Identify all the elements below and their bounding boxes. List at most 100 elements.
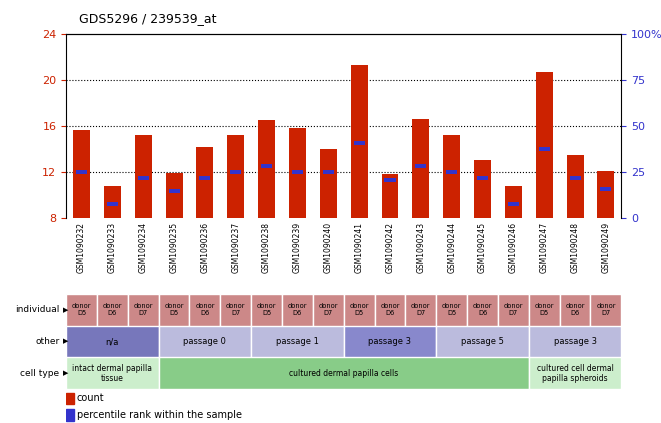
Bar — [474, 160, 491, 218]
Text: donor
D7: donor D7 — [596, 303, 615, 316]
Text: GSM1090235: GSM1090235 — [170, 222, 178, 273]
Bar — [196, 146, 214, 218]
Text: donor
D6: donor D6 — [102, 303, 122, 316]
Bar — [505, 186, 522, 218]
Text: passage 1: passage 1 — [276, 337, 319, 346]
Bar — [135, 135, 152, 218]
Bar — [169, 190, 180, 193]
Text: GSM1090243: GSM1090243 — [416, 222, 425, 273]
Bar — [320, 149, 336, 218]
Text: donor
D7: donor D7 — [319, 303, 338, 316]
Bar — [159, 326, 251, 357]
Bar — [66, 357, 159, 389]
Bar — [76, 170, 87, 174]
Bar — [258, 120, 275, 218]
Bar — [66, 294, 97, 326]
Text: GSM1090239: GSM1090239 — [293, 222, 302, 273]
Text: GSM1090234: GSM1090234 — [139, 222, 147, 273]
Bar — [230, 170, 241, 174]
Bar — [227, 135, 244, 218]
Text: GSM1090236: GSM1090236 — [200, 222, 210, 273]
Text: GSM1090233: GSM1090233 — [108, 222, 117, 273]
Bar — [344, 294, 375, 326]
Bar — [443, 135, 460, 218]
Bar — [159, 357, 529, 389]
Text: other: other — [35, 337, 59, 346]
Text: percentile rank within the sample: percentile rank within the sample — [77, 410, 241, 420]
Text: intact dermal papilla
tissue: intact dermal papilla tissue — [72, 364, 153, 383]
Bar — [220, 294, 251, 326]
Bar — [344, 326, 436, 357]
Text: donor
D5: donor D5 — [165, 303, 184, 316]
Bar — [529, 357, 621, 389]
Bar — [313, 294, 344, 326]
Text: passage 0: passage 0 — [184, 337, 226, 346]
Bar — [137, 176, 149, 180]
Bar — [467, 294, 498, 326]
Bar — [539, 147, 550, 151]
Text: donor
D5: donor D5 — [535, 303, 554, 316]
Bar — [251, 326, 344, 357]
Text: count: count — [77, 393, 104, 404]
Bar — [477, 176, 488, 180]
Bar — [66, 409, 73, 421]
Bar — [190, 294, 220, 326]
Bar — [436, 294, 467, 326]
Text: donor
D6: donor D6 — [473, 303, 492, 316]
Text: cultured cell dermal
papilla spheroids: cultured cell dermal papilla spheroids — [537, 364, 613, 383]
Text: donor
D7: donor D7 — [226, 303, 245, 316]
Bar — [436, 326, 529, 357]
Text: GSM1090242: GSM1090242 — [385, 222, 395, 273]
Text: donor
D5: donor D5 — [72, 303, 91, 316]
Bar — [405, 294, 436, 326]
Text: passage 5: passage 5 — [461, 337, 504, 346]
Bar — [200, 176, 210, 180]
Bar — [570, 176, 580, 180]
Bar — [446, 170, 457, 174]
Bar — [535, 72, 553, 218]
Text: GSM1090241: GSM1090241 — [355, 222, 364, 273]
Text: donor
D5: donor D5 — [257, 303, 276, 316]
Text: GSM1090245: GSM1090245 — [478, 222, 487, 273]
Text: GSM1090232: GSM1090232 — [77, 222, 86, 273]
Text: ▶: ▶ — [63, 307, 68, 313]
Bar — [412, 119, 429, 218]
Bar — [104, 186, 121, 218]
Bar — [159, 294, 190, 326]
Bar — [73, 130, 90, 218]
Text: n/a: n/a — [106, 337, 119, 346]
Text: ▶: ▶ — [63, 338, 68, 345]
Bar — [529, 326, 621, 357]
Bar — [415, 164, 426, 168]
Text: GSM1090238: GSM1090238 — [262, 222, 271, 273]
Bar — [385, 178, 395, 182]
Bar — [560, 294, 590, 326]
Text: donor
D6: donor D6 — [195, 303, 215, 316]
Bar — [292, 170, 303, 174]
Bar — [590, 294, 621, 326]
Text: donor
D6: donor D6 — [288, 303, 307, 316]
Text: ▶: ▶ — [63, 370, 68, 376]
Bar — [600, 187, 611, 191]
Bar — [128, 294, 159, 326]
Text: cell type: cell type — [20, 369, 59, 378]
Text: cultured dermal papilla cells: cultured dermal papilla cells — [289, 369, 399, 378]
Text: donor
D5: donor D5 — [442, 303, 461, 316]
Bar — [375, 294, 405, 326]
Text: donor
D5: donor D5 — [350, 303, 369, 316]
Text: donor
D7: donor D7 — [134, 303, 153, 316]
Text: individual: individual — [15, 305, 59, 314]
Bar — [107, 202, 118, 206]
Bar — [598, 171, 615, 218]
Bar — [261, 164, 272, 168]
Bar — [354, 141, 365, 145]
Text: GSM1090237: GSM1090237 — [231, 222, 240, 273]
Text: GSM1090246: GSM1090246 — [509, 222, 518, 273]
Text: GSM1090240: GSM1090240 — [324, 222, 332, 273]
Bar — [289, 128, 306, 218]
Text: GSM1090248: GSM1090248 — [570, 222, 580, 273]
Bar — [508, 202, 519, 206]
Bar — [566, 154, 584, 218]
Bar — [350, 65, 368, 218]
Bar — [282, 294, 313, 326]
